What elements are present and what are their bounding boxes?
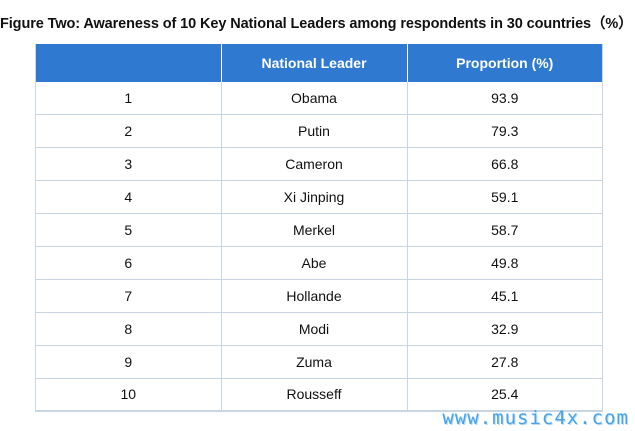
rank-cell: 6 bbox=[36, 246, 222, 280]
leader-cell: Modi bbox=[221, 312, 408, 346]
leader-cell: Merkel bbox=[221, 213, 408, 247]
rank-cell: 9 bbox=[36, 345, 222, 379]
site-watermark: www.music4x.com bbox=[442, 407, 629, 429]
leader-cell: Rousseff bbox=[221, 378, 408, 412]
proportion-cell: 27.8 bbox=[407, 345, 602, 379]
rank-cell: 3 bbox=[36, 147, 222, 182]
leader-cell: Abe bbox=[221, 246, 408, 280]
table-row: 6 Abe 49.8 bbox=[36, 246, 602, 280]
rank-cell: 1 bbox=[36, 82, 222, 116]
table-row: 8 Modi 32.9 bbox=[36, 312, 602, 346]
table-row: 1 Obama 93.9 bbox=[36, 82, 602, 116]
table-row: 4 Xi Jinping 59.1 bbox=[36, 180, 602, 215]
leader-cell: Zuma bbox=[221, 345, 408, 379]
column-header-national-leader: National Leader bbox=[221, 44, 408, 82]
table-row: 2 Putin 79.3 bbox=[36, 114, 602, 149]
table-header-row: National Leader Proportion (%) bbox=[36, 44, 602, 82]
proportion-cell: 45.1 bbox=[407, 279, 602, 313]
rank-cell: 10 bbox=[36, 378, 222, 412]
proportion-cell: 32.9 bbox=[407, 312, 602, 346]
proportion-cell: 66.8 bbox=[407, 147, 602, 182]
table-row: 5 Merkel 58.7 bbox=[36, 213, 602, 247]
table-row: 9 Zuma 27.8 bbox=[36, 345, 602, 379]
proportion-cell: 59.1 bbox=[407, 180, 602, 215]
column-header-proportion: Proportion (%) bbox=[456, 55, 554, 71]
figure-title: Figure Two: Awareness of 10 Key National… bbox=[0, 16, 633, 32]
table-row: 7 Hollande 45.1 bbox=[36, 279, 602, 313]
rank-cell: 7 bbox=[36, 279, 222, 313]
leader-cell: Cameron bbox=[221, 147, 408, 182]
column-header-rank bbox=[36, 44, 222, 82]
leader-cell: Obama bbox=[221, 82, 408, 116]
leader-cell: Hollande bbox=[221, 279, 408, 313]
rank-cell: 2 bbox=[36, 114, 222, 149]
rank-cell: 8 bbox=[36, 312, 222, 346]
rank-cell: 4 bbox=[36, 180, 222, 215]
table-row: 10 Rousseff 25.4 bbox=[36, 378, 602, 412]
proportion-cell: 25.4 bbox=[407, 378, 602, 412]
leader-cell: Xi Jinping bbox=[221, 180, 408, 215]
leaders-table: National Leader Proportion (%) 1 Obama 9… bbox=[35, 44, 603, 413]
proportion-cell: 79.3 bbox=[407, 114, 602, 149]
proportion-cell: 58.7 bbox=[407, 213, 602, 247]
leader-cell: Putin bbox=[221, 114, 408, 149]
table-row: 3 Cameron 66.8 bbox=[36, 147, 602, 182]
proportion-cell: 93.9 bbox=[407, 82, 602, 116]
rank-cell: 5 bbox=[36, 213, 222, 247]
proportion-cell: 49.8 bbox=[407, 246, 602, 280]
